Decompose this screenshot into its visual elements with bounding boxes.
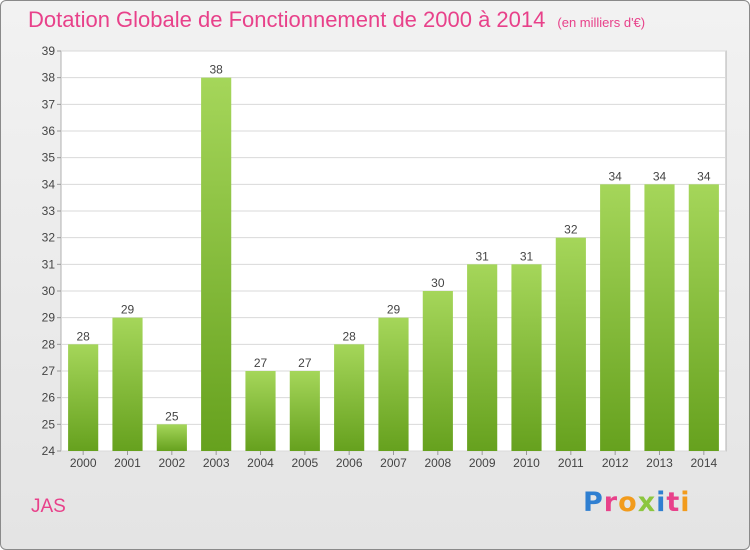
logo-letter: P xyxy=(583,487,604,518)
data-label-2014: 34 xyxy=(697,169,711,183)
bar-2005 xyxy=(289,371,320,451)
logo-letter: r xyxy=(603,487,619,518)
y-tick-label: 27 xyxy=(42,364,56,378)
bar-2002 xyxy=(156,424,187,451)
y-tick-label: 38 xyxy=(42,71,56,85)
logo-letter: i xyxy=(656,487,667,518)
proxiti-logo: Proxiti xyxy=(583,487,691,518)
chart-title-text: Dotation Globale de Fonctionnement de 20… xyxy=(28,7,546,32)
y-tick-label: 31 xyxy=(42,257,56,271)
x-tick-label: 2007 xyxy=(380,456,407,470)
y-tick-label: 32 xyxy=(42,231,56,245)
y-tick-label: 34 xyxy=(42,177,56,191)
data-label-2006: 28 xyxy=(342,329,356,343)
y-axis-ticks: 24 25 26 27 28 29 30 31 32 33 34 35 36 37 38 39 xyxy=(42,44,61,458)
data-label-2000: 28 xyxy=(76,329,90,343)
logo-letter: i xyxy=(680,487,691,518)
y-tick-label: 29 xyxy=(42,311,56,325)
bar-2010 xyxy=(511,264,542,451)
data-label-2005: 27 xyxy=(298,356,312,370)
bar-2003 xyxy=(201,77,232,452)
x-tick-label: 2005 xyxy=(291,456,318,470)
x-tick-label: 2011 xyxy=(558,456,584,470)
bar-2006 xyxy=(334,344,365,451)
y-tick-label: 25 xyxy=(42,417,56,431)
bar-2012 xyxy=(600,184,631,452)
bar-2008 xyxy=(422,291,453,451)
x-tick-label: 2010 xyxy=(513,456,540,470)
data-label-2011: 32 xyxy=(564,223,578,237)
data-label-2012: 34 xyxy=(608,169,622,183)
x-tick-label: 2006 xyxy=(336,456,363,470)
data-label-2001: 29 xyxy=(121,303,135,317)
x-tick-label: 2002 xyxy=(158,456,185,470)
bar-2004 xyxy=(245,371,276,451)
bar-2007 xyxy=(378,317,409,451)
y-tick-label: 26 xyxy=(42,391,56,405)
bar-2001 xyxy=(112,317,143,451)
bar-2000 xyxy=(68,344,99,451)
y-tick-label: 30 xyxy=(42,284,56,298)
x-tick-label: 2014 xyxy=(690,456,717,470)
y-tick-label: 37 xyxy=(42,97,56,111)
x-tick-label: 2001 xyxy=(114,456,141,470)
logo-letter: x xyxy=(637,487,657,518)
x-axis-ticks: 2000 2001 2002 2003 2004 2005 2006 2007 2008 2009… xyxy=(70,451,718,470)
bar-2013 xyxy=(644,184,675,452)
bar-2011 xyxy=(555,237,586,451)
data-label-2003: 38 xyxy=(209,63,223,77)
logo-letter: t xyxy=(666,487,681,518)
y-tick-label: 39 xyxy=(42,44,56,58)
y-tick-label: 28 xyxy=(42,337,56,351)
y-tick-label: 36 xyxy=(42,124,56,138)
y-tick-label: 33 xyxy=(42,204,56,218)
data-label-2013: 34 xyxy=(653,169,667,183)
data-label-2008: 30 xyxy=(431,276,445,290)
x-tick-label: 2013 xyxy=(646,456,673,470)
y-tick-label: 24 xyxy=(42,444,56,458)
chart-subtitle: (en milliers d'€) xyxy=(557,15,646,30)
data-label-2002: 25 xyxy=(165,409,179,423)
bars: 28 29 25 38 27 27 28 29 30 31 31 32 34 34 34 xyxy=(68,63,719,452)
bar-2009 xyxy=(467,264,498,451)
y-tick-label: 35 xyxy=(42,151,56,165)
x-tick-label: 2004 xyxy=(247,456,274,470)
data-label-2004: 27 xyxy=(254,356,268,370)
logo-letter: o xyxy=(618,487,638,518)
x-tick-label: 2008 xyxy=(424,456,451,470)
commune-name: JAS xyxy=(31,496,66,517)
data-label-2010: 31 xyxy=(520,249,534,263)
chart-title: Dotation Globale de Fonctionnement de 20… xyxy=(28,7,645,33)
data-label-2009: 31 xyxy=(475,249,489,263)
x-tick-label: 2012 xyxy=(602,456,629,470)
x-tick-label: 2009 xyxy=(469,456,496,470)
x-tick-label: 2003 xyxy=(203,456,230,470)
x-tick-label: 2000 xyxy=(70,456,97,470)
data-label-2007: 29 xyxy=(387,303,401,317)
bar-2014 xyxy=(688,184,719,452)
